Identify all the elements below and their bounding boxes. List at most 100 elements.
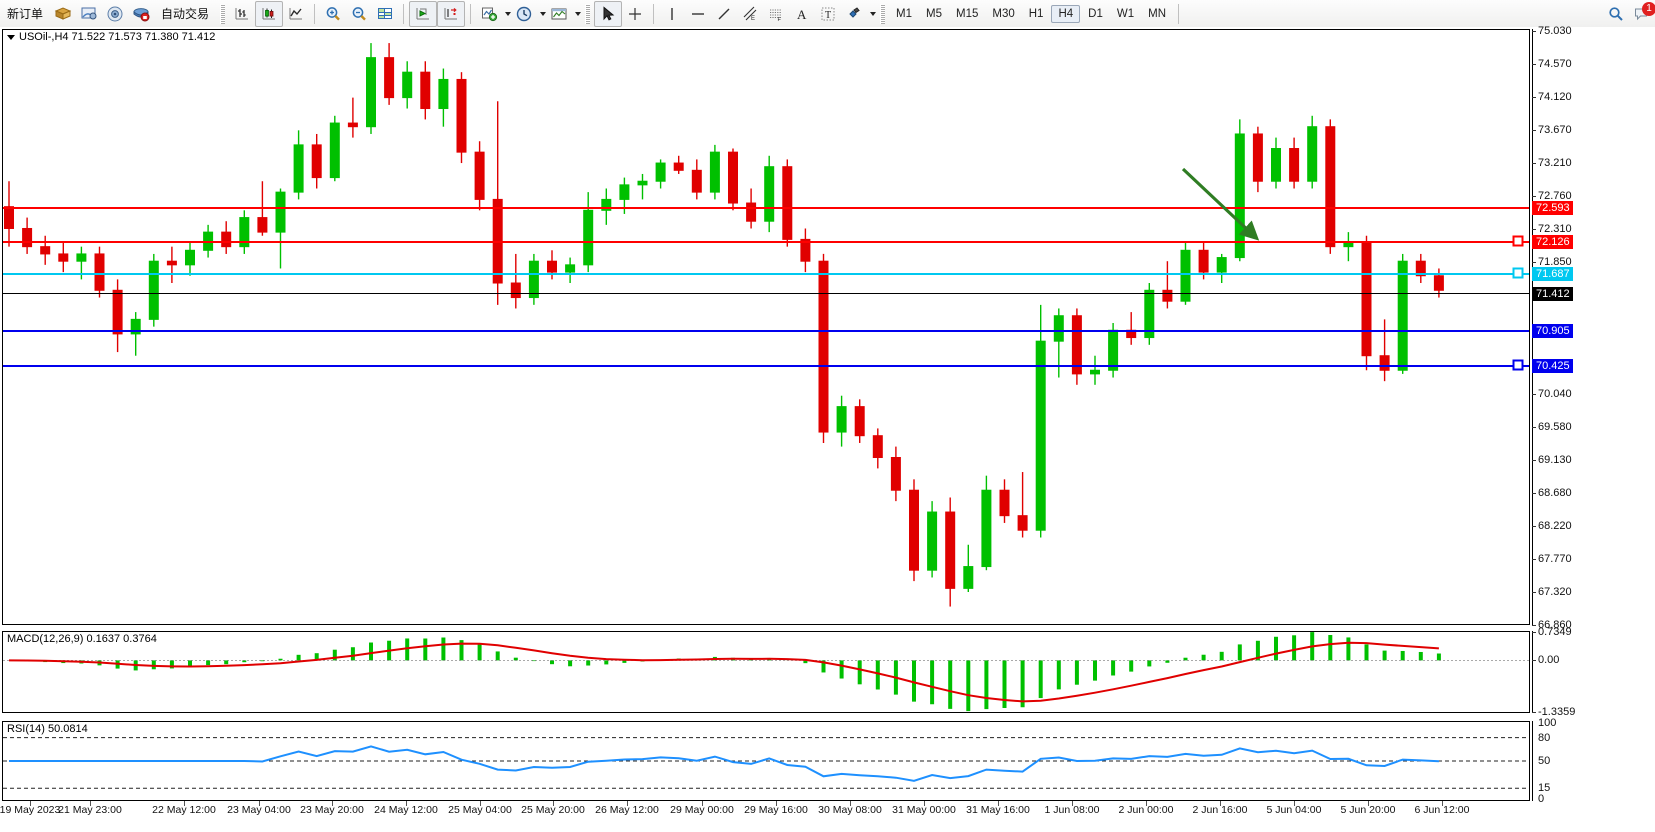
toolbar-separator-5	[1178, 3, 1179, 24]
timeframe-m15[interactable]: M15	[956, 7, 979, 20]
chevron-down-icon-3[interactable]	[575, 11, 582, 16]
price-tag-cyan-level[interactable]: 71.687	[1532, 267, 1573, 282]
navigator-icon[interactable]	[102, 2, 128, 26]
price-tick-label: 71.850	[1538, 256, 1572, 269]
vertical-line-icon[interactable]	[659, 2, 685, 26]
timeframe-m5[interactable]: M5	[926, 7, 942, 20]
crosshair-icon[interactable]	[622, 2, 648, 26]
new-order-button[interactable]: 新订单	[0, 2, 50, 26]
macd-pane[interactable]: MACD(12,26,9) 0.1637 0.3764	[2, 631, 1530, 713]
auto-trading-button[interactable]: 自动交易	[154, 2, 216, 26]
time-axis-label: 29 May 16:00	[744, 804, 808, 816]
line-chart-icon[interactable]	[283, 2, 309, 26]
candle	[709, 144, 720, 200]
candle	[909, 479, 919, 582]
price-level-last-price[interactable]	[3, 293, 1529, 295]
data-window-icon[interactable]	[50, 2, 76, 26]
timeframe-m1[interactable]: M1	[896, 7, 913, 20]
text-icon[interactable]: A	[789, 2, 815, 26]
bar-chart-icon[interactable]	[229, 2, 255, 26]
auto-scroll-icon[interactable]	[437, 0, 466, 27]
data-window-grid-icon[interactable]	[372, 2, 398, 26]
chevron-down-icon-2[interactable]	[540, 11, 547, 16]
price-level-cyan-level[interactable]	[3, 273, 1529, 276]
zoom-out-icon[interactable]	[346, 2, 372, 26]
search-icon[interactable]	[1603, 2, 1629, 26]
candle	[293, 130, 304, 200]
price-tag-resistance-lower[interactable]: 72.126	[1532, 235, 1573, 250]
candlestick-chart-icon[interactable]	[255, 0, 284, 27]
macd-tickmark	[1532, 712, 1536, 713]
horizontal-line-icon[interactable]	[685, 2, 711, 26]
collapse-triangle-icon[interactable]	[7, 34, 15, 40]
terminal-icon[interactable]	[76, 2, 102, 26]
candle	[420, 61, 431, 120]
time-axis-label: 23 May 04:00	[227, 804, 291, 816]
toolbar-grip-2[interactable]	[585, 3, 591, 24]
time-axis-tick	[998, 801, 999, 806]
rsi-pane[interactable]: RSI(14) 50.0814	[2, 721, 1530, 801]
auto-trading-icon[interactable]	[128, 2, 154, 26]
price-tag-resistance-upper[interactable]: 72.593	[1532, 201, 1573, 216]
candle	[366, 43, 376, 134]
candle	[311, 133, 322, 189]
chevron-down-icon[interactable]	[505, 11, 512, 16]
fibonacci-icon[interactable]: F	[763, 2, 789, 26]
price-tickmark	[1532, 64, 1536, 66]
price-level-handle[interactable]	[1512, 359, 1524, 371]
rsi-line	[9, 745, 1439, 782]
timeframe-mn[interactable]: MN	[1148, 7, 1166, 20]
candle	[1234, 119, 1245, 262]
candle	[800, 228, 811, 273]
timeframe-h4[interactable]: H4	[1051, 4, 1081, 23]
price-pane[interactable]: USOil-,H4 71.522 71.573 71.380 71.412	[2, 29, 1530, 625]
price-level-support-lower[interactable]	[3, 364, 1529, 367]
time-axis[interactable]: 19 May 2023 21 May 23:00 22 May 12:00 23 Ma…	[0, 801, 1530, 831]
timeframe-h1[interactable]: H1	[1028, 7, 1044, 20]
price-scale[interactable]: 75.030 74.570 74.120 73.670 73.210 72.760 72.3…	[1532, 25, 1655, 631]
chevron-down-icon-4[interactable]	[870, 11, 877, 16]
candle	[854, 399, 865, 443]
toolbar-grip[interactable]	[220, 3, 226, 24]
indicators-icon[interactable]	[476, 2, 502, 26]
toolbar-separator-2	[403, 3, 405, 24]
chart-area[interactable]: USOil-,H4 71.522 71.573 71.380 71.412 75…	[0, 25, 1655, 832]
time-axis-tick	[850, 801, 851, 806]
main-toolbar: 新订单 自动交易	[0, 0, 1655, 28]
time-axis-label: 2 Jun 00:00	[1118, 804, 1174, 816]
time-axis-label: 29 May 00:00	[670, 804, 734, 816]
timeframe-w1[interactable]: W1	[1116, 7, 1135, 20]
timeframe-m30[interactable]: M30	[992, 7, 1015, 20]
period-icon[interactable]	[511, 2, 537, 26]
zoom-in-icon[interactable]	[320, 2, 346, 26]
time-axis-tick	[406, 801, 407, 806]
price-level-support-upper[interactable]	[3, 329, 1529, 332]
toolbar-separator-3	[470, 3, 472, 24]
candle	[1361, 235, 1372, 371]
text-label-icon[interactable]: T	[815, 2, 841, 26]
candle	[510, 253, 521, 309]
alerts-icon[interactable]: 1	[1629, 1, 1655, 26]
rsi-axis-line	[1532, 721, 1533, 801]
timeframe-d1[interactable]: D1	[1088, 7, 1103, 20]
price-tag-support-upper[interactable]: 70.905	[1532, 323, 1573, 338]
price-level-resistance-upper[interactable]	[3, 207, 1529, 210]
toolbar-grip-3[interactable]	[880, 3, 886, 24]
price-tag-support-lower[interactable]: 70.425	[1532, 358, 1573, 373]
candle	[4, 181, 14, 247]
candle	[275, 188, 286, 269]
price-level-resistance-lower[interactable]	[3, 241, 1529, 244]
candle	[1271, 137, 1281, 189]
price-tick-label: 70.040	[1538, 387, 1572, 400]
shapes-icon[interactable]	[841, 2, 867, 26]
time-axis-tick	[332, 801, 333, 806]
price-tag-last-price[interactable]: 71.412	[1532, 287, 1573, 302]
chart-shift-icon[interactable]	[409, 0, 438, 27]
equidistant-channel-icon[interactable]: E	[737, 2, 763, 26]
trendline-icon[interactable]	[711, 2, 737, 26]
cursor-icon[interactable]	[594, 0, 623, 27]
price-level-handle[interactable]	[1512, 235, 1524, 247]
candle	[782, 159, 793, 247]
price-level-handle[interactable]	[1512, 267, 1524, 279]
templates-icon[interactable]	[546, 2, 572, 26]
